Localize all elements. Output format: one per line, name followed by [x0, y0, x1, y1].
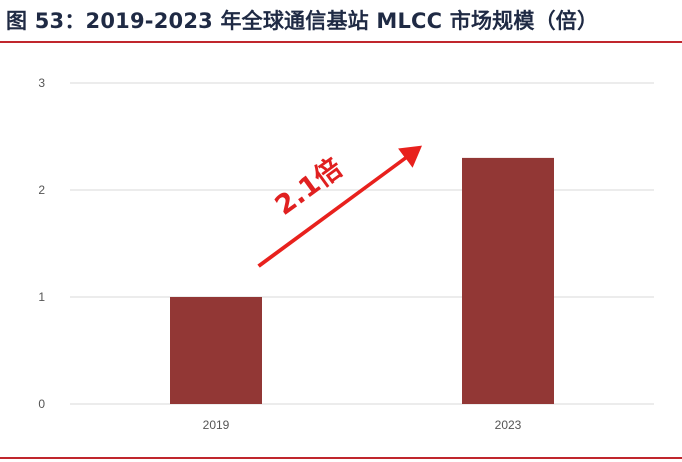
growth-annotation: 2.1倍: [257, 145, 422, 268]
growth-annotation-label: 2.1倍: [269, 152, 348, 222]
gridlines: [70, 82, 654, 405]
y-tick-label: 1: [38, 290, 45, 304]
x-axis-ticks: 2019 2023: [203, 418, 522, 432]
figure-title: 图 53：2019-2023 年全球通信基站 MLCC 市场规模（倍）: [6, 9, 599, 33]
y-axis-ticks: 0 1 2 3: [38, 76, 45, 411]
bar-2023: [462, 157, 554, 404]
bar-2019: [170, 297, 262, 404]
title-divider: [0, 41, 682, 43]
y-tick-label: 3: [38, 76, 45, 90]
x-tick-label: 2023: [495, 418, 522, 432]
growth-arrow-icon: [257, 145, 422, 268]
bars: [170, 157, 554, 404]
x-tick-label: 2019: [203, 418, 230, 432]
y-tick-label: 0: [38, 397, 45, 411]
y-tick-label: 2: [38, 183, 45, 197]
footer-divider: [0, 457, 682, 459]
